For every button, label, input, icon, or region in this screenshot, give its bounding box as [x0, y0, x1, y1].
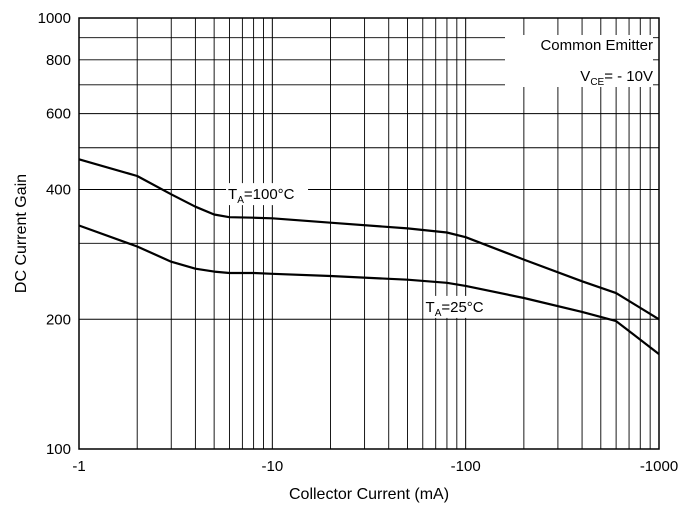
annotation-vce-main: V [580, 68, 590, 85]
annotation-vce: VCE= - 10V [580, 68, 653, 88]
y-tick-label: 400 [46, 182, 71, 199]
y-tick-label: 200 [46, 311, 71, 328]
series-label-100c-background [226, 183, 309, 206]
y-axis-label: DC Current Gain [13, 174, 30, 293]
series-line-25c [78, 224, 660, 355]
series-label-25c-main: T [426, 299, 435, 316]
series-label-100c-main: T [228, 186, 237, 203]
x-tick-label: -1 [72, 458, 85, 475]
series-label-25c-sub: A [435, 308, 442, 319]
y-tick-label: 600 [46, 106, 71, 123]
plot-frame [78, 17, 660, 450]
annotation-vce-sub: CE [590, 77, 604, 88]
series-label-25c-background [423, 295, 498, 318]
y-tick-labels: 100 200 400 600 800 1000 [38, 10, 71, 458]
x-tick-label: -100 [451, 458, 481, 475]
annotation-vce-rest: = - 10V [604, 68, 653, 85]
x-axis-label: Collector Current (mA) [289, 486, 449, 503]
annotation-common-emitter: Common Emitter [540, 37, 653, 54]
y-tick-label: 100 [46, 441, 71, 458]
x-tick-label: -10 [261, 458, 283, 475]
series-layer [78, 158, 660, 355]
series-label-25c-rest: =25°C [441, 299, 483, 316]
x-tick-label: -1000 [640, 458, 678, 475]
series-label-100c-rest: =100°C [244, 186, 295, 203]
y-tick-label: 1000 [38, 10, 71, 27]
series-label-100c: TA=100°C [228, 186, 295, 206]
series-label-25c: TA=25°C [426, 299, 484, 319]
series-line-100c [78, 158, 660, 321]
series-label-100c-sub: A [237, 195, 244, 206]
y-tick-label: 800 [46, 52, 71, 69]
x-tick-labels: -1 -10 -100 -1000 [72, 458, 678, 475]
minor-grid [78, 17, 659, 450]
annotation-background [505, 35, 653, 87]
